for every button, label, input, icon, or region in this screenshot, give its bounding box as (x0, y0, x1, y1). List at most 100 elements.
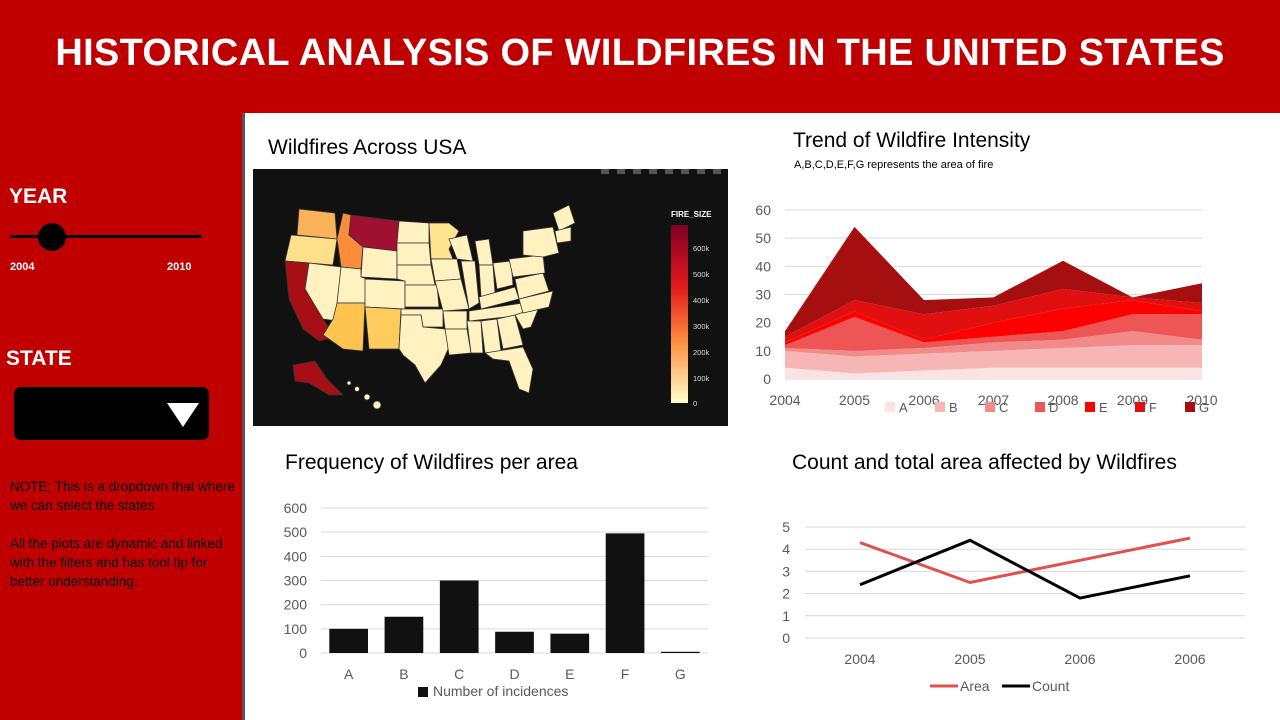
x-tick-label: 2004 (769, 392, 800, 408)
y-tick-label: 0 (782, 630, 790, 646)
chevron-down-icon[interactable] (167, 403, 199, 427)
bar-G[interactable] (661, 651, 700, 653)
state-kansas[interactable] (404, 284, 440, 308)
state-north-carolina[interactable] (518, 290, 554, 314)
y-tick-label: 600 (284, 500, 308, 516)
state-maine[interactable] (552, 204, 576, 232)
legend-label: E (1099, 400, 1108, 415)
wildfire-map[interactable]: FIRE_SIZE 600k 500k 400k 300k 200k 100k … (253, 169, 728, 426)
y-tick-label: 40 (755, 258, 771, 274)
legend-title: FIRE_SIZE (671, 210, 712, 219)
line-series-area[interactable] (859, 536, 1191, 585)
y-tick-label: 5 (782, 519, 790, 535)
frequency-title: Frequency of Wildfires per area (285, 451, 578, 474)
state-virginia[interactable] (514, 272, 550, 300)
y-tick-label: 100 (284, 621, 308, 637)
area-series-C[interactable] (785, 331, 1202, 357)
count-title: Count and total area affected by Wildfir… (792, 451, 1177, 474)
pan-icon[interactable] (633, 169, 641, 174)
bar-D[interactable] (495, 631, 534, 653)
state-washington[interactable] (296, 208, 338, 240)
legend-swatch (885, 402, 895, 412)
state-colorado[interactable] (364, 278, 406, 310)
y-tick-label: 2 (782, 586, 790, 602)
state-georgia[interactable] (496, 314, 524, 350)
y-tick-label: 4 (782, 541, 790, 557)
home-icon[interactable] (665, 169, 673, 174)
area-series-B[interactable] (785, 345, 1202, 374)
state-michigan[interactable] (474, 238, 494, 266)
area-series-G[interactable] (785, 226, 1202, 337)
y-tick-label: 1 (782, 608, 790, 624)
y-tick-label: 500 (284, 524, 308, 540)
state-texas[interactable] (398, 314, 450, 384)
y-tick-label: 0 (299, 645, 307, 661)
area-series-F[interactable] (785, 288, 1202, 343)
state-new-york[interactable] (522, 226, 560, 258)
bar-F[interactable] (605, 533, 645, 653)
area-series-A[interactable] (785, 367, 1202, 379)
legend-label: Count (1032, 678, 1069, 694)
legend-tick: 200k (693, 348, 710, 357)
frequency-bar-chart[interactable]: 0 100 200 300 400 500 600 A B C D E F G Number of inci… (268, 495, 718, 710)
state-dropdown[interactable] (14, 387, 209, 440)
spike-icon[interactable] (713, 169, 721, 174)
legend-label: D (1049, 400, 1058, 415)
state-missouri[interactable] (434, 278, 470, 312)
count-area-line-chart[interactable]: 0 1 2 3 4 5 2004 2005 2006 2006 Area Count (765, 510, 1245, 710)
year-slider-track[interactable] (10, 235, 202, 238)
bar-A[interactable] (329, 628, 368, 653)
y-tick-label: 50 (755, 230, 771, 246)
x-tick-label: 2004 (844, 651, 875, 667)
page-title: HISTORICAL ANALYSIS OF WILDFIRES IN THE … (55, 32, 1225, 74)
state-indiana[interactable] (478, 264, 496, 298)
state-hawaii[interactable] (346, 380, 382, 410)
state-south-dakota[interactable] (396, 242, 432, 266)
year-slider-handle[interactable] (38, 223, 66, 251)
state-new-mexico[interactable] (364, 306, 402, 350)
year-slider-min-label: 2004 (10, 261, 35, 273)
map-title: Wildfires Across USA (268, 136, 467, 159)
y-tick-label: 3 (782, 563, 790, 579)
bar-B[interactable] (384, 616, 424, 653)
plotly-logo-icon (697, 169, 705, 174)
state-oregon[interactable] (284, 234, 338, 266)
x-tick-label: 2006 (908, 392, 939, 408)
state-nevada[interactable] (304, 262, 342, 322)
legend-label: B (949, 400, 958, 415)
state-pennsylvania[interactable] (508, 254, 546, 278)
y-tick-label: 400 (284, 548, 308, 564)
state-ohio[interactable] (492, 260, 514, 290)
state-illinois[interactable] (460, 260, 480, 310)
x-tick-label: 2005 (839, 392, 870, 408)
bar-C[interactable] (439, 580, 479, 654)
state-north-dakota[interactable] (396, 220, 430, 244)
trend-subtitle: A,B,C,D,E,F,G represents the area of fir… (794, 159, 994, 171)
reset-icon[interactable] (681, 169, 689, 174)
state-mississippi[interactable] (466, 320, 484, 354)
state-iowa[interactable] (430, 258, 462, 282)
state-louisiana[interactable] (444, 328, 472, 356)
area-series-E[interactable] (785, 300, 1202, 346)
year-slider-max-label: 2010 (167, 261, 192, 273)
state-new-england[interactable] (554, 226, 572, 244)
x-tick-label: C (454, 666, 464, 682)
area-series-D[interactable] (785, 314, 1202, 351)
map-toolbar[interactable] (601, 169, 721, 174)
state-wyoming[interactable] (360, 246, 398, 280)
line-series-count[interactable] (859, 538, 1191, 600)
legend-swatch (985, 402, 995, 412)
legend-tick: 400k (693, 296, 710, 305)
legend-label: C (999, 400, 1008, 415)
camera-icon[interactable] (601, 169, 609, 174)
trend-title: Trend of Wildfire Intensity (793, 129, 1031, 152)
state-arkansas[interactable] (442, 310, 468, 330)
zoom-icon[interactable] (617, 169, 625, 174)
note-dropdown: NOTE: This is a dropdown that where we c… (10, 479, 235, 513)
bar-E[interactable] (550, 633, 590, 653)
state-florida[interactable] (484, 346, 534, 394)
select-icon[interactable] (649, 169, 657, 174)
legend-tick: 300k (693, 322, 710, 331)
state-alaska[interactable] (292, 360, 344, 396)
